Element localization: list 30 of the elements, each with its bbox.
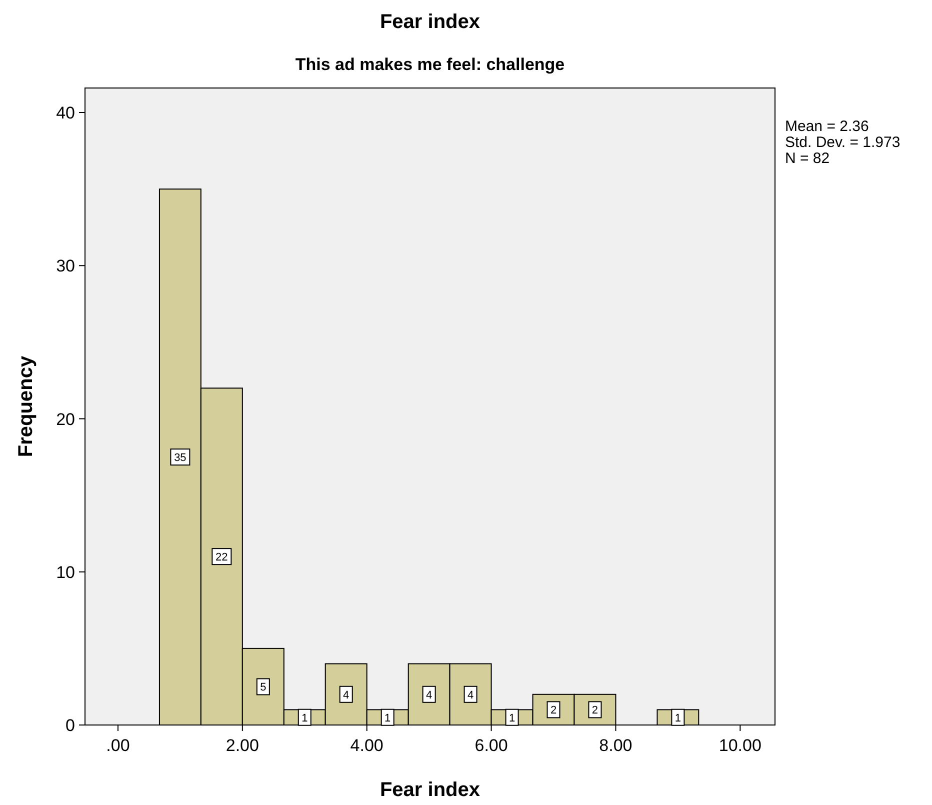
data-label: 1	[384, 712, 391, 724]
chart-subtitle: This ad makes me feel: challenge	[295, 55, 565, 74]
text: Mean = 2.36	[785, 118, 869, 135]
x-tick-label: 10.00	[718, 736, 762, 755]
data-label: 1	[674, 712, 681, 724]
x-tick-label: 4.00	[350, 736, 384, 755]
y-tick-label: 40	[56, 104, 75, 122]
data-label: 2	[550, 704, 557, 717]
data-label: 4	[467, 689, 474, 702]
y-axis-title: Frequency	[15, 355, 37, 458]
data-label: 5	[260, 682, 266, 694]
y-tick-label: 10	[56, 562, 75, 582]
x-tick-label: 8.00	[599, 736, 632, 755]
y-tick-label: 0	[66, 716, 75, 735]
x-tick-label: 6.00	[474, 736, 508, 755]
text: N = 82	[785, 150, 830, 167]
y-tick-label: 30	[56, 256, 75, 276]
y-tick-label: 20	[56, 410, 75, 429]
data-label: 2	[592, 704, 598, 717]
x-axis-title: Fear index	[380, 779, 480, 801]
data-label: 4	[343, 689, 350, 702]
x-tick-label: .00	[106, 736, 130, 755]
data-label: 1	[302, 712, 308, 724]
chart-title: Fear index	[380, 11, 480, 33]
text: Std. Dev. = 1.973	[785, 134, 900, 151]
data-label: 22	[216, 552, 228, 564]
x-tick-label: 2.00	[226, 736, 259, 755]
data-label: 1	[508, 712, 516, 724]
data-label: 35	[174, 452, 186, 464]
data-label: 4	[426, 689, 432, 702]
